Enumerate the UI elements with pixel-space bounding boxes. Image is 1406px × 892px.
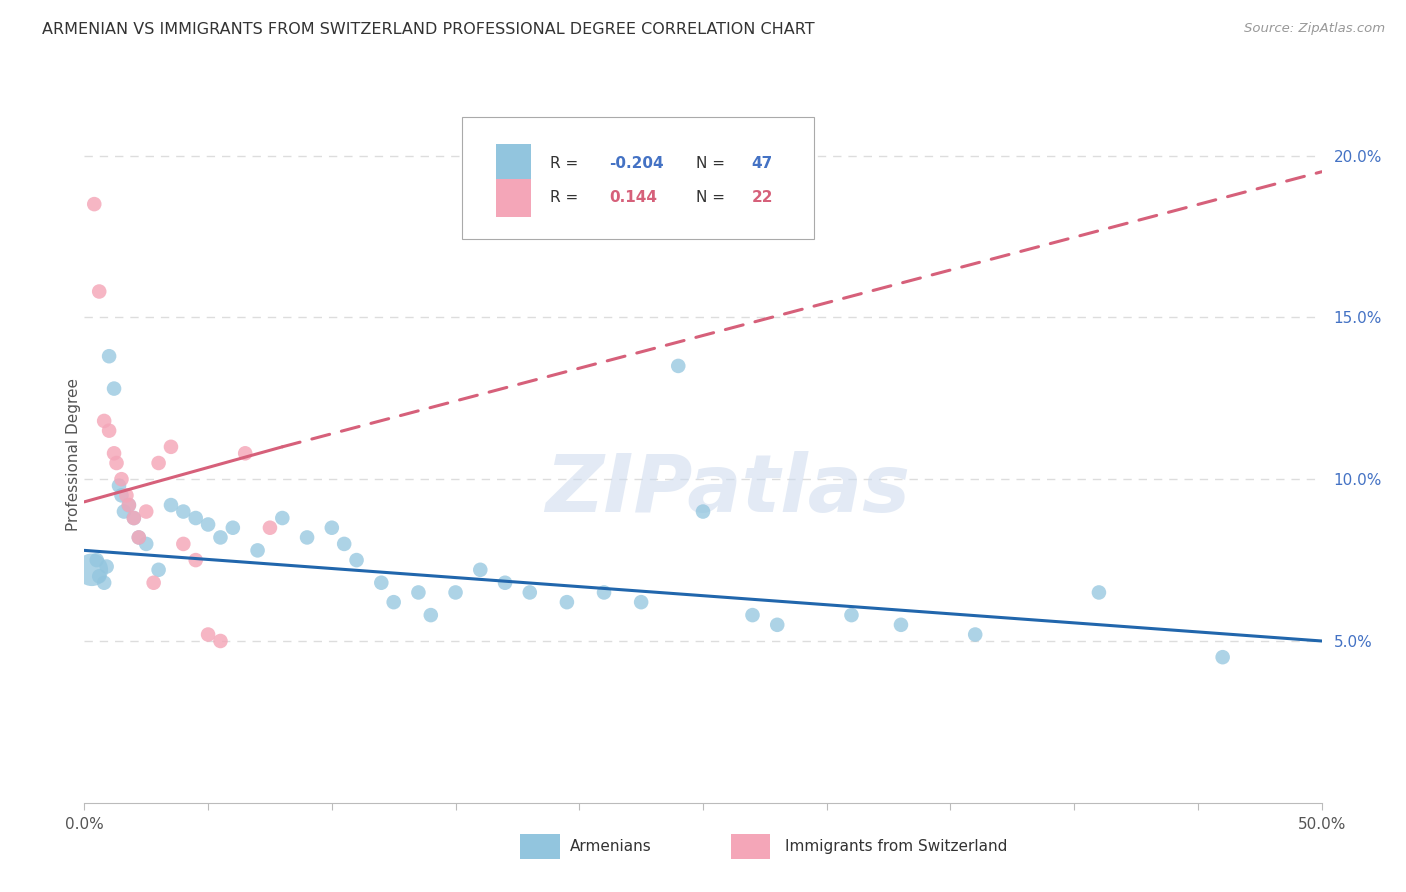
Point xyxy=(444,585,467,599)
Point xyxy=(184,553,207,567)
Point xyxy=(841,608,863,623)
Point xyxy=(118,498,141,512)
Text: ARMENIAN VS IMMIGRANTS FROM SWITZERLAND PROFESSIONAL DEGREE CORRELATION CHART: ARMENIAN VS IMMIGRANTS FROM SWITZERLAND … xyxy=(42,22,815,37)
Point xyxy=(741,608,763,623)
FancyBboxPatch shape xyxy=(461,118,814,239)
Point xyxy=(89,285,111,299)
Point xyxy=(965,627,987,641)
Point xyxy=(246,543,269,558)
Point xyxy=(346,553,368,567)
Point xyxy=(197,517,219,532)
Point xyxy=(128,531,150,545)
Text: Immigrants from Switzerland: Immigrants from Switzerland xyxy=(785,839,1007,854)
FancyBboxPatch shape xyxy=(496,178,531,217)
Text: Armenians: Armenians xyxy=(569,839,651,854)
Point xyxy=(333,537,356,551)
Point xyxy=(108,478,131,492)
Point xyxy=(408,585,430,599)
Point xyxy=(103,446,125,460)
Point xyxy=(142,575,165,590)
Point xyxy=(519,585,541,599)
Y-axis label: Professional Degree: Professional Degree xyxy=(66,378,80,532)
Text: 0.144: 0.144 xyxy=(609,190,657,205)
Point xyxy=(184,511,207,525)
Point xyxy=(766,617,789,632)
Text: N =: N = xyxy=(696,155,730,170)
Text: R =: R = xyxy=(550,155,582,170)
Point xyxy=(122,511,145,525)
Point xyxy=(172,537,194,551)
Point xyxy=(555,595,578,609)
Point xyxy=(666,359,689,373)
Point xyxy=(209,531,232,545)
Point xyxy=(382,595,405,609)
Text: 47: 47 xyxy=(751,155,772,170)
Text: ZIPatlas: ZIPatlas xyxy=(546,450,910,529)
Point xyxy=(259,521,281,535)
Point xyxy=(148,456,170,470)
Point xyxy=(470,563,492,577)
FancyBboxPatch shape xyxy=(496,144,531,182)
Point xyxy=(370,575,392,590)
Text: -0.204: -0.204 xyxy=(609,155,664,170)
Point xyxy=(122,511,145,525)
Point xyxy=(295,531,318,545)
Point xyxy=(135,504,157,518)
Point xyxy=(593,585,616,599)
Text: R =: R = xyxy=(550,190,582,205)
Point xyxy=(115,488,138,502)
Point xyxy=(160,498,183,512)
Point xyxy=(86,553,108,567)
Point xyxy=(96,559,118,574)
Point xyxy=(222,521,245,535)
Point xyxy=(98,424,121,438)
Point xyxy=(89,569,111,583)
Point xyxy=(271,511,294,525)
Point xyxy=(233,446,256,460)
Point xyxy=(110,488,132,502)
Point xyxy=(93,414,115,428)
Point xyxy=(209,634,232,648)
Point xyxy=(692,504,714,518)
Point xyxy=(83,197,105,211)
Text: Source: ZipAtlas.com: Source: ZipAtlas.com xyxy=(1244,22,1385,36)
Point xyxy=(172,504,194,518)
Point xyxy=(321,521,343,535)
Point xyxy=(98,349,121,363)
Point xyxy=(118,498,141,512)
Point xyxy=(1088,585,1111,599)
Point xyxy=(494,575,516,590)
Point xyxy=(890,617,912,632)
Point xyxy=(80,563,103,577)
Point xyxy=(160,440,183,454)
Text: 22: 22 xyxy=(751,190,773,205)
Point xyxy=(93,575,115,590)
Point xyxy=(135,537,157,551)
Text: N =: N = xyxy=(696,190,730,205)
Point xyxy=(419,608,441,623)
Point xyxy=(128,531,150,545)
Point xyxy=(105,456,128,470)
Point xyxy=(630,595,652,609)
Point xyxy=(197,627,219,641)
Point xyxy=(112,504,135,518)
Point xyxy=(110,472,132,486)
Point xyxy=(103,382,125,396)
Point xyxy=(568,174,591,188)
Point xyxy=(1212,650,1234,665)
Point xyxy=(148,563,170,577)
